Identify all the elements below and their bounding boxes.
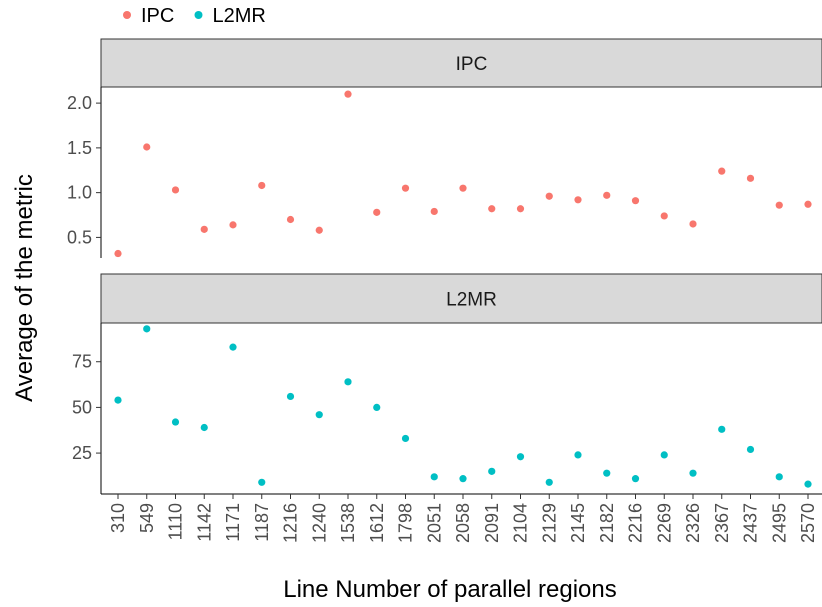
x-tick-label-1142: 1142 (194, 503, 214, 542)
point-ipc-1798 (401, 184, 410, 192)
point-ipc-2495 (775, 201, 783, 209)
point-ipc-2129 (545, 192, 553, 200)
legend-label-l2mr: L2MR (213, 5, 266, 27)
y-axis-title: Average of the metric (11, 174, 38, 402)
x-tick-label-2495: 2495 (769, 503, 789, 543)
x-axis: 310 549 1110 1142 1171 1187 1216 1240 1538 1612 17… (101, 493, 822, 543)
point-ipc-2216 (631, 197, 640, 205)
point-l2mr-1142 (200, 423, 208, 432)
point-l2mr-2051 (430, 473, 438, 481)
point-ipc-2058 (459, 184, 467, 192)
point-ipc-2367 (718, 167, 726, 175)
x-tick-label-2129: 2129 (539, 503, 559, 543)
point-l2mr-2269 (660, 451, 668, 459)
point-ipc-2182 (603, 191, 611, 199)
point-ipc-549 (143, 143, 151, 151)
x-tick-label-2058: 2058 (453, 503, 473, 543)
x-tick-label-2437: 2437 (741, 503, 761, 543)
point-ipc-2145 (574, 196, 582, 204)
x-tick-label-2367: 2367 (712, 503, 732, 543)
x-tick-label-1171: 1171 (223, 503, 243, 542)
facet-strip-ipc (100, 38, 822, 88)
point-l2mr-1110 (171, 418, 180, 426)
point-l2mr-2570 (804, 480, 812, 488)
point-l2mr-1798 (401, 434, 410, 443)
point-l2mr-2058 (459, 475, 467, 483)
y-tick-label-l2mr: 75 (72, 352, 92, 372)
point-l2mr-1538 (344, 378, 352, 386)
x-axis-title: Line Number of parallel regions (283, 576, 617, 603)
facet-panels: IPC 0.5 1.0 1.5 2.0 L2MR 25 50 75 (67, 38, 822, 494)
point-ipc-1612 (373, 208, 381, 216)
point-l2mr-2216 (631, 475, 640, 483)
x-tick-label-2326: 2326 (683, 503, 703, 543)
x-tick-label-1538: 1538 (338, 503, 358, 543)
x-tick-label-549: 549 (137, 503, 157, 533)
point-ipc-1216 (286, 215, 295, 224)
point-ipc-2570 (804, 200, 812, 208)
point-ipc-2437 (746, 174, 755, 182)
x-tick-label-2216: 2216 (626, 503, 646, 543)
facet-l2mr: L2MR 25 50 75 (72, 273, 822, 494)
y-tick-label-ipc: 1.0 (67, 183, 92, 203)
point-ipc-1142 (200, 225, 208, 233)
y-tick-label-l2mr: 50 (72, 397, 92, 417)
x-tick-label-2051: 2051 (424, 503, 444, 543)
x-tick-label-2104: 2104 (511, 503, 531, 543)
point-ipc-2091 (488, 205, 496, 213)
point-l2mr-2145 (574, 451, 582, 459)
point-l2mr-2326 (689, 469, 697, 477)
x-tick-label-1612: 1612 (367, 503, 387, 543)
point-ipc-2326 (689, 220, 697, 228)
point-l2mr-2091 (488, 467, 496, 475)
legend: IPC L2MR (123, 5, 266, 27)
point-ipc-1240 (315, 226, 323, 234)
point-ipc-2269 (660, 212, 668, 220)
point-l2mr-1612 (373, 403, 381, 412)
point-l2mr-549 (143, 325, 151, 333)
point-l2mr-2129 (545, 478, 553, 486)
point-ipc-2051 (430, 207, 438, 216)
x-tick-label-2269: 2269 (654, 503, 674, 543)
facet-ipc: IPC 0.5 1.0 1.5 2.0 (67, 38, 822, 258)
legend-label-ipc: IPC (141, 5, 174, 27)
point-l2mr-2495 (775, 473, 783, 481)
point-ipc-2104 (516, 205, 525, 213)
x-tick-label-2182: 2182 (597, 503, 617, 543)
legend-key-ipc (123, 11, 131, 19)
x-tick-label-1216: 1216 (281, 503, 301, 543)
facet-strip-label-ipc: IPC (456, 54, 488, 75)
y-tick-label-l2mr: 25 (72, 443, 92, 463)
y-tick-label-ipc: 0.5 (67, 227, 92, 247)
point-ipc-1187 (258, 181, 266, 190)
x-tick-label-2570: 2570 (798, 503, 818, 543)
x-tick-label-2145: 2145 (568, 503, 588, 543)
legend-key-l2mr (194, 11, 203, 19)
point-ipc-1110 (171, 186, 180, 194)
x-tick-label-1798: 1798 (396, 503, 416, 543)
point-ipc-1171 (229, 221, 237, 229)
point-ipc-1538 (344, 90, 352, 98)
facet-strip-label-l2mr: L2MR (446, 290, 497, 311)
point-l2mr-2182 (603, 469, 611, 477)
point-l2mr-1171 (229, 343, 237, 351)
point-l2mr-310 (114, 396, 122, 404)
point-ipc-310 (114, 249, 122, 258)
y-tick-label-ipc: 2.0 (67, 93, 92, 113)
x-tick-label-1110: 1110 (166, 503, 186, 540)
x-tick-label-2091: 2091 (482, 503, 502, 543)
point-l2mr-1240 (315, 411, 323, 419)
y-tick-label-ipc: 1.5 (67, 138, 92, 158)
point-l2mr-2104 (516, 453, 525, 461)
point-l2mr-2437 (746, 445, 755, 454)
facet-strip-l2mr (100, 273, 822, 324)
x-tick-label-1240: 1240 (309, 503, 329, 543)
point-l2mr-1216 (286, 392, 295, 401)
x-tick-label-310: 310 (108, 503, 128, 533)
point-l2mr-2367 (718, 425, 726, 433)
x-tick-label-1187: 1187 (252, 503, 272, 542)
point-l2mr-1187 (258, 478, 266, 486)
